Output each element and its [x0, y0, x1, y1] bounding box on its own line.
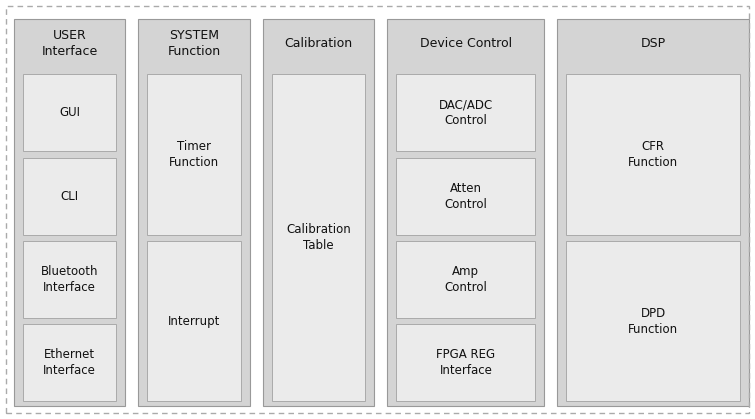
Text: FPGA REG
Interface: FPGA REG Interface	[436, 348, 495, 378]
Bar	[23, 241, 116, 318]
Text: Ethernet
Interface: Ethernet Interface	[43, 348, 96, 378]
Text: CLI: CLI	[60, 189, 79, 203]
Bar	[263, 19, 374, 406]
Text: Timer
Function: Timer Function	[169, 140, 219, 169]
Bar	[557, 19, 749, 406]
Text: DPD
Function: DPD Function	[628, 307, 678, 336]
Text: DSP: DSP	[640, 37, 666, 51]
Bar	[387, 19, 544, 406]
Text: Interrupt: Interrupt	[168, 315, 220, 328]
Text: Calibration
Table: Calibration Table	[286, 223, 351, 252]
Text: Atten
Control: Atten Control	[445, 181, 487, 211]
Bar	[23, 158, 116, 235]
Bar	[396, 158, 535, 235]
Text: USER
Interface: USER Interface	[42, 29, 97, 59]
Text: Amp
Control: Amp Control	[445, 265, 487, 294]
Bar	[23, 324, 116, 401]
Bar	[147, 74, 241, 235]
Bar	[272, 74, 365, 401]
Text: CFR
Function: CFR Function	[628, 140, 678, 169]
Bar	[566, 74, 740, 235]
Text: Device Control: Device Control	[420, 37, 512, 51]
Bar	[23, 74, 116, 151]
Text: SYSTEM
Function: SYSTEM Function	[168, 29, 220, 59]
Text: GUI: GUI	[59, 106, 80, 119]
Bar	[14, 19, 125, 406]
Bar	[566, 241, 740, 401]
Bar	[138, 19, 250, 406]
Bar	[396, 241, 535, 318]
Bar	[396, 324, 535, 401]
Text: DAC/ADC
Control: DAC/ADC Control	[439, 98, 493, 127]
Bar	[147, 241, 241, 401]
Text: Bluetooth
Interface: Bluetooth Interface	[41, 265, 98, 294]
Bar	[396, 74, 535, 151]
Text: Calibration: Calibration	[285, 37, 353, 51]
